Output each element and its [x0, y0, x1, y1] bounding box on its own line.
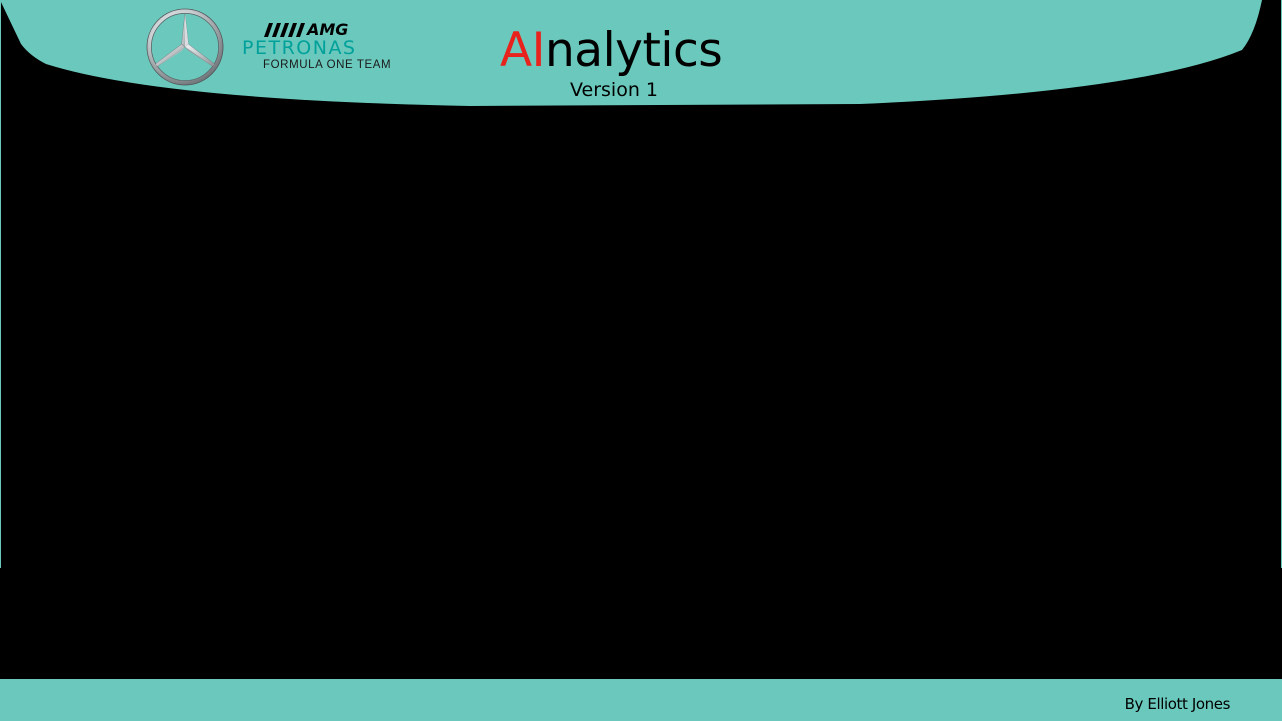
version-label: Version 1 [570, 79, 658, 101]
main-content-area [1, 110, 1281, 679]
amg-label: AMG [307, 20, 349, 39]
app-title: AInalytics [500, 22, 723, 82]
footer-bar: By Elliott Jones [0, 679, 1282, 721]
team-label: FORMULA ONE TEAM [263, 59, 392, 71]
app-title-rest: nalytics [545, 23, 723, 78]
sponsor-logo-block: AMG PETRONAS FORMULA ONE TEAM [242, 22, 398, 72]
app-title-ai: AI [500, 23, 546, 78]
author-credit: By Elliott Jones [1124, 695, 1231, 713]
mercedes-star-icon [146, 8, 224, 86]
amg-logo: AMG [264, 22, 348, 38]
petronas-label: PETRONAS [242, 37, 357, 59]
amg-stripes-icon [264, 23, 305, 37]
header-banner [0, 0, 1262, 106]
left-frame-border [0, 0, 1, 568]
